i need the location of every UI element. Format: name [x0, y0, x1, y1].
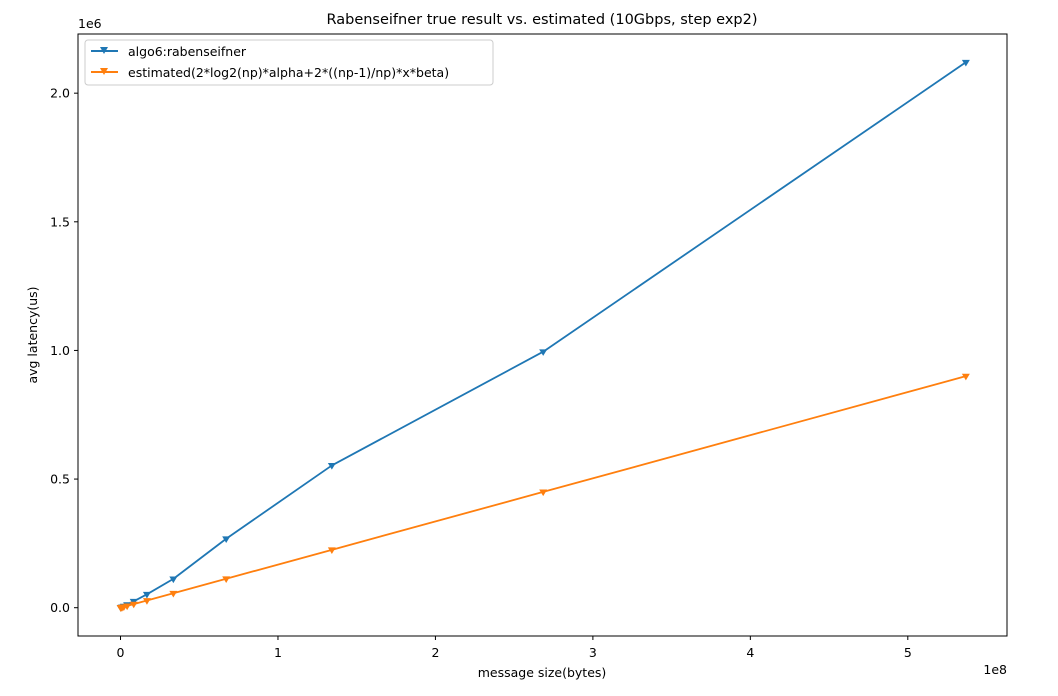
legend-label-1: estimated(2*log2(np)*alpha+2*((np-1)/np)… [128, 65, 449, 80]
data-point [142, 591, 151, 599]
x-offset-label: 1e8 [983, 662, 1007, 677]
data-point [539, 349, 548, 356]
plot-frame [77, 33, 1008, 637]
legend-label-0: algo6:rabenseifner [128, 44, 247, 59]
x-axis-label: message size(bytes) [478, 665, 607, 680]
chart-title: Rabenseifner true result vs. estimated (… [326, 12, 757, 28]
x-tick-label: 3 [589, 645, 597, 660]
data-point [123, 603, 132, 611]
data-point [222, 576, 231, 583]
legend-frame [84, 39, 494, 86]
y-axis: 0.0 0.5 1.0 1.5 2.0 [50, 86, 78, 615]
x-tick-label: 0 [117, 645, 125, 660]
data-point [327, 547, 336, 555]
data-point [961, 59, 970, 67]
x-tick-label: 2 [431, 645, 439, 660]
data-point [142, 598, 151, 605]
data-point [327, 463, 336, 470]
plot-area: 0 1 2 3 4 5 0.0 0.5 1.0 1.5 2.0 [50, 33, 1008, 660]
series-layer [116, 59, 970, 612]
y-tick-label: 1.5 [50, 214, 70, 229]
data-point [129, 601, 138, 609]
y-offset-label: 1e6 [78, 16, 102, 31]
y-axis-label: avg latency(us) [25, 286, 40, 383]
legend-marker-1 [100, 68, 108, 75]
x-tick-label: 5 [904, 645, 912, 660]
x-axis: 0 1 2 3 4 5 [117, 636, 912, 660]
legend-marker-0 [100, 47, 108, 54]
data-point [222, 536, 231, 543]
data-point [539, 489, 548, 497]
data-point [169, 576, 178, 584]
x-tick-label: 4 [746, 645, 754, 660]
data-point [169, 590, 178, 598]
y-tick-label: 0.5 [50, 472, 70, 487]
x-tick-label: 1 [274, 645, 282, 660]
data-point [961, 373, 970, 381]
y-tick-label: 1.0 [50, 343, 70, 358]
y-tick-label: 0.0 [50, 600, 70, 615]
y-tick-label: 2.0 [50, 86, 70, 101]
legend: algo6:rabenseifner estimated(2*log2(np)*… [84, 39, 494, 86]
